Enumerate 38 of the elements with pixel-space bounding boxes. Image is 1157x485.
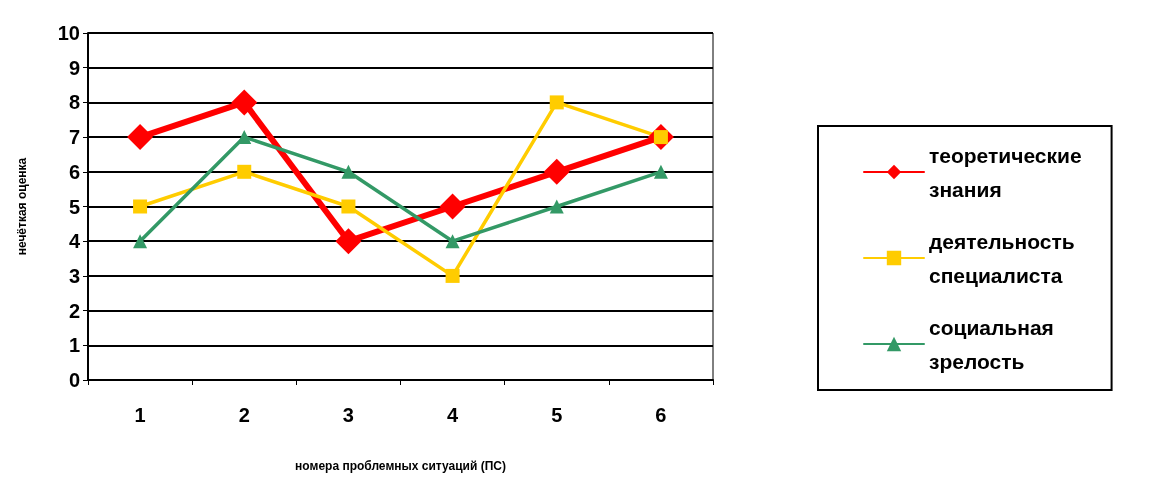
legend-label: деятельность специалиста [929,229,1075,287]
point [231,89,258,116]
point [127,124,154,151]
point [133,199,148,214]
legend-label: теоретические знания [929,143,1082,201]
y-tick-label: 8 [68,91,80,114]
y-tick-label: 10 [57,22,80,44]
y-tick-label: 4 [68,230,81,253]
x-tick-label: 3 [342,404,354,426]
point [439,193,466,220]
y-tick-label: 0 [68,369,80,391]
y-tick-label: 6 [68,160,80,183]
point [341,164,356,179]
point [445,268,460,283]
y-axis-title: нечёткая оценка [15,157,29,256]
y-tick-label: 2 [68,299,80,322]
point [341,199,356,214]
y-tick-label: 7 [68,126,80,149]
point [237,164,252,179]
x-tick-label: 4 [447,404,460,426]
y-tick-label: 5 [68,195,80,218]
point [133,234,148,249]
point [549,199,564,214]
y-tick-label: 9 [68,56,80,79]
point [237,130,252,145]
point [549,95,564,110]
point [445,234,460,249]
x-tick-label: 2 [238,404,250,426]
y-tick-label: 3 [68,264,80,287]
point [543,158,570,185]
x-axis-title: номера проблемных ситуаций (ПС) [295,459,506,473]
legend-label: социальная зрелость [929,315,1054,373]
point [335,228,362,255]
x-tick-label: 5 [551,404,563,426]
x-tick-label: 6 [655,404,667,426]
y-tick-label: 1 [68,334,80,357]
point [653,164,668,179]
x-tick-label: 1 [134,404,146,426]
